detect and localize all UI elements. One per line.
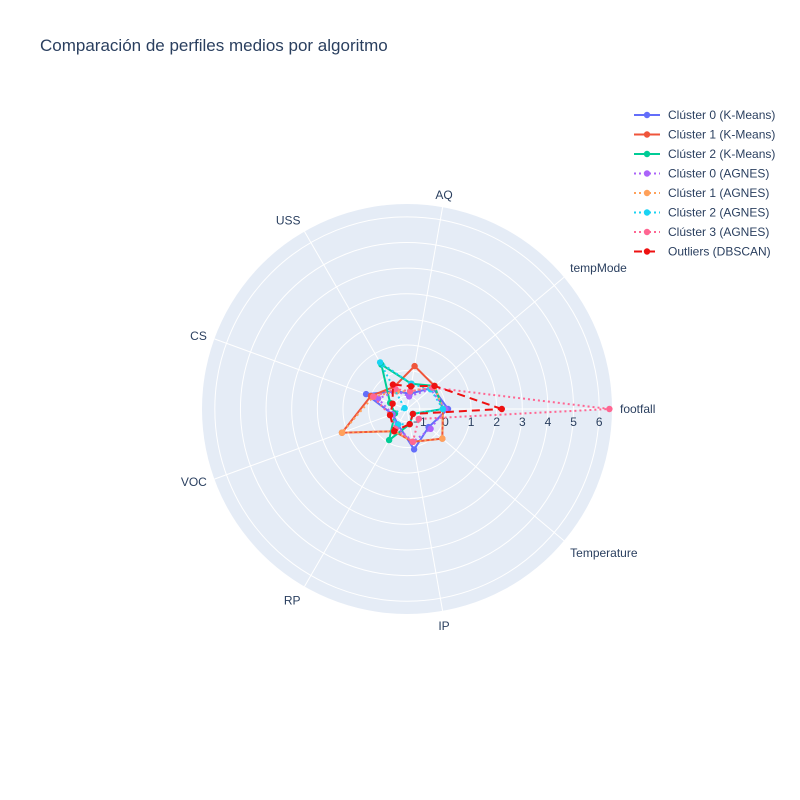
series-layer xyxy=(338,359,613,453)
data-point[interactable] xyxy=(401,404,408,412)
legend-item[interactable]: Clúster 0 (K-Means) xyxy=(634,108,775,122)
data-point[interactable] xyxy=(407,383,415,390)
legend-label: Clúster 0 (AGNES) xyxy=(668,167,769,181)
data-point[interactable] xyxy=(406,420,413,428)
legend-swatch-marker xyxy=(643,209,651,216)
data-point[interactable] xyxy=(411,362,418,370)
legend-label: Clúster 2 (K-Means) xyxy=(668,147,775,161)
radial-tick-label: 2 xyxy=(493,415,500,429)
data-point[interactable] xyxy=(409,438,416,445)
angular-gridline xyxy=(214,408,408,480)
data-point[interactable] xyxy=(362,390,370,398)
data-point[interactable] xyxy=(406,393,413,400)
series-line[interactable] xyxy=(339,364,444,443)
data-point[interactable] xyxy=(338,429,346,436)
legend-swatch-marker xyxy=(643,150,651,158)
axis-label-footfall: footfall xyxy=(620,402,655,416)
legend-swatch-marker xyxy=(643,111,651,119)
axis-label-temperature: Temperature xyxy=(570,546,638,560)
data-point[interactable] xyxy=(415,415,422,423)
radial-tick-label: 1 xyxy=(468,415,475,429)
radial-tick-label: 0 xyxy=(442,415,449,429)
legend-swatch-marker xyxy=(643,131,651,138)
legend-item[interactable]: Clúster 1 (AGNES) xyxy=(634,186,769,200)
legend-swatch-marker xyxy=(643,189,651,197)
series-7[interactable] xyxy=(386,381,505,435)
data-point[interactable] xyxy=(385,436,393,444)
data-point[interactable] xyxy=(386,411,394,419)
legend-swatch-marker xyxy=(643,170,651,177)
axis-label-rp: RP xyxy=(284,593,301,607)
legend-label: Clúster 1 (AGNES) xyxy=(668,186,769,200)
series-line[interactable] xyxy=(363,386,449,452)
data-point[interactable] xyxy=(389,381,397,388)
series-line[interactable] xyxy=(376,388,447,444)
axis-label-cs: CS xyxy=(190,329,207,343)
series-line[interactable] xyxy=(339,384,444,443)
radial-tick-label: 6 xyxy=(596,415,603,429)
axis-label-ip: IP xyxy=(438,619,449,633)
axis-label-tempmode: tempMode xyxy=(570,261,627,275)
legend-item[interactable]: Outliers (DBSCAN) xyxy=(634,245,771,259)
data-point[interactable] xyxy=(374,395,382,402)
legend-swatch-marker xyxy=(643,228,651,236)
legend-label: Clúster 3 (AGNES) xyxy=(668,225,769,239)
axis-label-voc: VOC xyxy=(181,475,207,489)
legend-item[interactable]: Clúster 3 (AGNES) xyxy=(634,225,769,239)
legend-label: Clúster 0 (K-Means) xyxy=(668,108,775,122)
legend-swatch-marker xyxy=(643,248,651,255)
axis-label-aq: AQ xyxy=(435,188,452,202)
legend-label: Clúster 1 (K-Means) xyxy=(668,128,775,142)
legend-label: Outliers (DBSCAN) xyxy=(668,245,771,259)
data-point[interactable] xyxy=(439,405,447,413)
chart-title: Comparación de perfiles medios por algor… xyxy=(40,36,388,55)
data-point[interactable] xyxy=(606,405,613,413)
series-line[interactable] xyxy=(371,386,610,444)
data-point[interactable] xyxy=(376,359,384,366)
series-line[interactable] xyxy=(379,361,444,426)
data-point[interactable] xyxy=(370,393,377,400)
radial-tick-label: 5 xyxy=(570,415,577,429)
legend[interactable]: Clúster 0 (K-Means) Clúster 1 (K-Means) Cl… xyxy=(634,108,775,259)
data-point[interactable] xyxy=(409,410,417,418)
axis-label-uss: USS xyxy=(276,214,301,228)
radial-tick-label: 3 xyxy=(519,415,526,429)
legend-item[interactable]: Clúster 2 (AGNES) xyxy=(634,206,769,220)
data-point[interactable] xyxy=(410,446,418,453)
data-point[interactable] xyxy=(427,425,434,432)
legend-item[interactable]: Clúster 2 (K-Means) xyxy=(634,147,775,161)
data-point[interactable] xyxy=(431,382,438,390)
data-point[interactable] xyxy=(406,388,414,395)
radial-tick-label: 4 xyxy=(545,415,552,429)
data-point[interactable] xyxy=(389,400,396,407)
angular-gridline xyxy=(406,207,444,410)
legend-item[interactable]: Clúster 1 (K-Means) xyxy=(634,128,775,142)
angular-axis-labels: footfall tempMode AQ USS CS VOC RP IP Temperatur… xyxy=(181,188,656,633)
data-point[interactable] xyxy=(391,428,398,435)
legend-label: Clúster 2 (AGNES) xyxy=(668,206,769,220)
data-point[interactable] xyxy=(439,435,446,442)
legend-item[interactable]: Clúster 0 (AGNES) xyxy=(634,167,769,181)
data-point[interactable] xyxy=(498,405,505,413)
series-line[interactable] xyxy=(389,383,503,433)
angular-gridline xyxy=(406,408,565,542)
